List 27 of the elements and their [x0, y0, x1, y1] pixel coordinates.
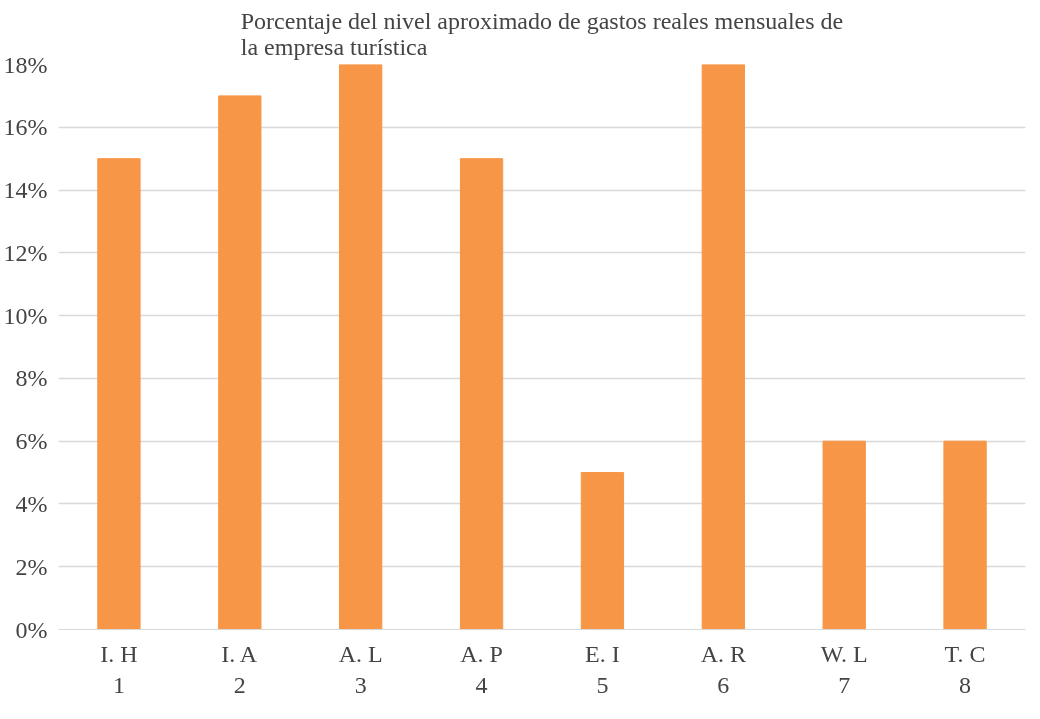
x-tick-label: I. A 2 — [221, 640, 258, 698]
x-tick-label: A. R 6 — [700, 640, 746, 698]
y-tick-label: 12% — [3, 239, 48, 266]
bar — [701, 64, 745, 630]
bar — [339, 64, 383, 630]
bar — [822, 440, 866, 630]
y-tick-label: 10% — [3, 302, 48, 329]
x-tick-label: A. L 3 — [338, 640, 383, 698]
y-tick-label: 18% — [3, 51, 48, 78]
bar — [943, 440, 987, 630]
x-tick-label: A. P 4 — [460, 640, 503, 698]
y-tick-label: 0% — [15, 616, 48, 643]
bar — [459, 158, 504, 630]
x-tick-label: E. I 5 — [585, 640, 620, 698]
bar — [97, 158, 141, 630]
chart-title: Porcentaje del nivel aproximado de gastos reales mensuales de la empresa turística — [240, 7, 844, 60]
x-tick-label: I. H 1 — [100, 640, 138, 698]
x-tick-label: T. C 8 — [944, 640, 986, 698]
y-tick-label: 16% — [3, 114, 48, 141]
y-tick-label: 14% — [3, 177, 48, 204]
y-tick-label: 8% — [15, 365, 48, 392]
y-tick-label: 2% — [15, 553, 48, 580]
y-tick-label: 4% — [15, 490, 48, 517]
y-tick-label: 6% — [15, 428, 48, 455]
bar — [218, 95, 262, 630]
bar — [580, 472, 625, 630]
x-tick-label: W. L 7 — [820, 640, 868, 698]
